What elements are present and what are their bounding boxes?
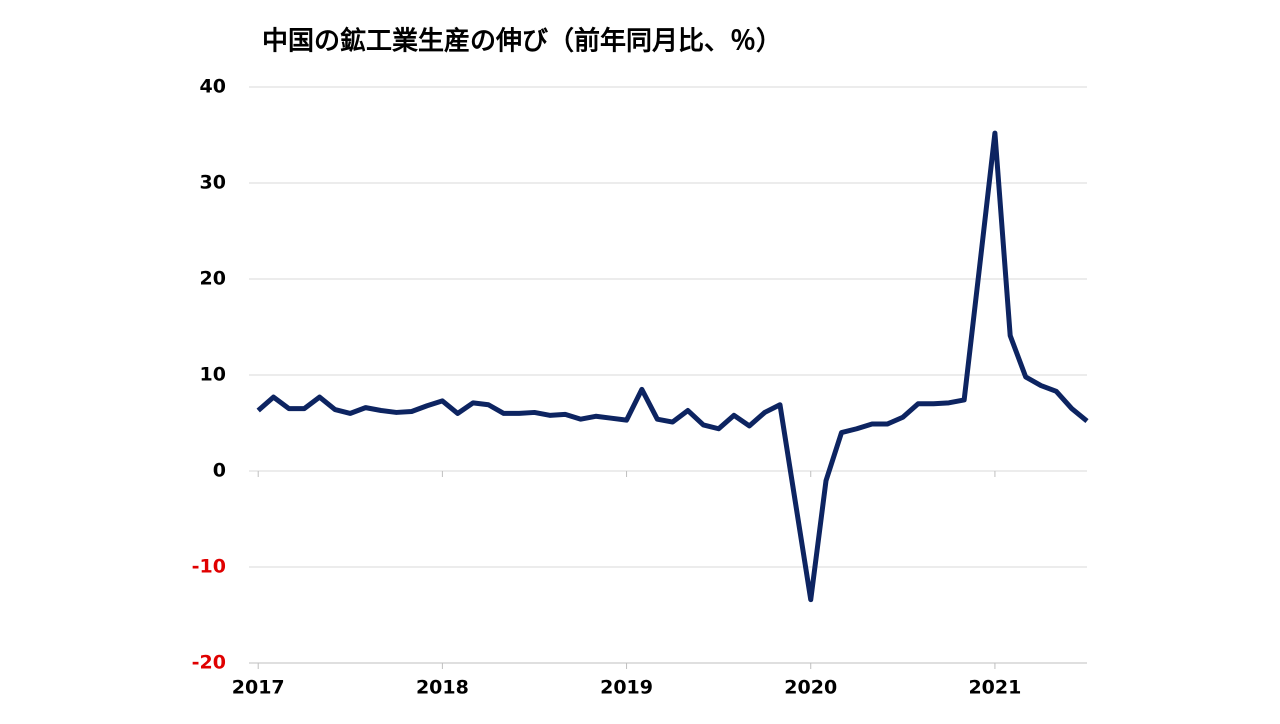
x-tick-label: 2019	[600, 677, 653, 699]
x-tick-label: 2020	[784, 677, 837, 699]
x-tick-label: 2018	[416, 677, 469, 699]
y-tick-label: 20	[200, 268, 226, 290]
y-tick-label: 30	[200, 172, 226, 194]
chart-title: 中国の鉱工業生産の伸び（前年同月比、％）	[262, 26, 782, 57]
x-tick-label: 2017	[232, 677, 285, 699]
y-tick-label: -10	[192, 556, 226, 578]
data-line	[256, 130, 1089, 603]
y-tick-label: 40	[200, 76, 226, 98]
y-tick-label: -20	[192, 652, 226, 674]
y-tick-label: 10	[200, 364, 226, 386]
y-tick-label: 0	[213, 460, 226, 482]
x-tick-label: 2021	[968, 677, 1021, 699]
